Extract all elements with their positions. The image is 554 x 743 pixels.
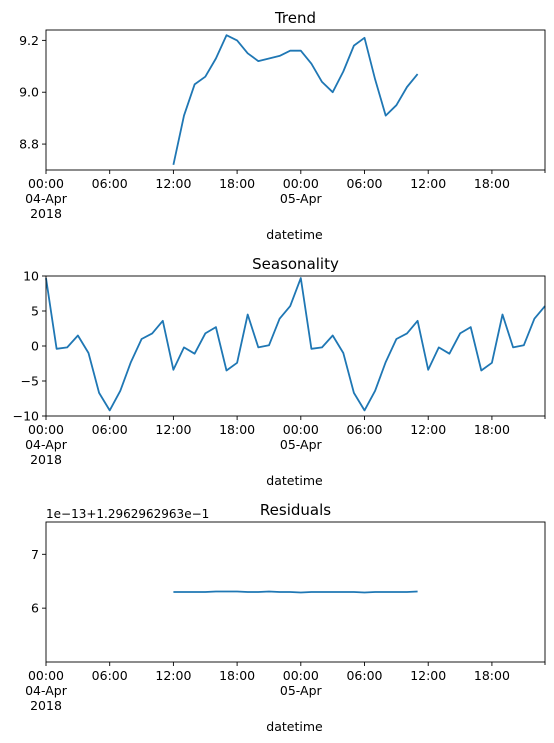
residuals-ytick-label: 7 xyxy=(31,547,39,562)
seasonality-xtick-label: 18:00 xyxy=(219,422,255,437)
seasonality-title: Seasonality xyxy=(252,255,339,273)
seasonality-series-line xyxy=(45,277,546,412)
seasonality-xtick-label: 05-Apr xyxy=(280,437,323,452)
trend-xtick-label: 04-Apr xyxy=(25,191,68,206)
residuals-xtick-label: 12:00 xyxy=(410,668,446,683)
seasonality-ytick-label: −10 xyxy=(13,409,39,424)
residuals-xtick-label: 2018 xyxy=(30,698,62,713)
trend-xtick-label: 00:00 xyxy=(283,176,319,191)
trend-xtick-label: 18:00 xyxy=(219,176,255,191)
trend-xtick-label: 00:00 xyxy=(28,176,64,191)
residuals-ytick-label: 6 xyxy=(31,601,39,616)
residuals-xtick-label: 00:00 xyxy=(283,668,319,683)
residuals-xtick-label: 12:00 xyxy=(155,668,191,683)
trend-axes-frame xyxy=(45,29,546,171)
residuals-xtick-label: 04-Apr xyxy=(25,683,68,698)
trend-xtick-label: 06:00 xyxy=(92,176,128,191)
residuals-xtick-label: 06:00 xyxy=(92,668,128,683)
residuals-xtick-label: 05-Apr xyxy=(280,683,323,698)
trend-xtick-label: 2018 xyxy=(30,206,62,221)
trend-xtick-label: 18:00 xyxy=(474,176,510,191)
residuals-xlabel: datetime xyxy=(266,719,323,734)
trend-ytick-label: 8.8 xyxy=(19,137,39,152)
residuals-series-line xyxy=(173,590,418,594)
seasonality-xtick-label: 12:00 xyxy=(410,422,446,437)
residuals-axes-frame xyxy=(45,521,546,663)
residuals-offset-label: 1e−13+1.2962962963e−1 xyxy=(46,507,209,521)
residuals-xtick-label: 18:00 xyxy=(474,668,510,683)
trend-xtick-label: 12:00 xyxy=(155,176,191,191)
trend-xtick-label: 05-Apr xyxy=(280,191,323,206)
residuals-panel: Residuals1e−13+1.2962962963e−16700:0004-… xyxy=(25,501,546,734)
seasonality-ytick-label: −5 xyxy=(21,374,39,389)
trend-series-line xyxy=(172,34,419,165)
seasonality-xtick-label: 00:00 xyxy=(283,422,319,437)
residuals-title: Residuals xyxy=(260,501,331,519)
trend-xlabel: datetime xyxy=(266,227,323,242)
trend-xtick-label: 06:00 xyxy=(346,176,382,191)
seasonality-ytick-label: 10 xyxy=(23,269,39,284)
trend-title: Trend xyxy=(274,9,316,27)
residuals-xtick-label: 00:00 xyxy=(28,668,64,683)
trend-ytick-label: 9.2 xyxy=(19,33,39,48)
seasonality-panel: Seasonality−10−5051000:0004-Apr201806:00… xyxy=(13,255,546,488)
seasonality-axes-frame xyxy=(45,275,546,417)
residuals-xtick-label: 06:00 xyxy=(346,668,382,683)
seasonality-xtick-label: 00:00 xyxy=(28,422,64,437)
trend-xtick-label: 12:00 xyxy=(410,176,446,191)
seasonality-xtick-label: 12:00 xyxy=(155,422,191,437)
seasonality-xtick-label: 06:00 xyxy=(92,422,128,437)
seasonality-xtick-label: 06:00 xyxy=(346,422,382,437)
seasonality-xtick-label: 2018 xyxy=(30,452,62,467)
seasonality-xlabel: datetime xyxy=(266,473,323,488)
seasonality-ytick-label: 0 xyxy=(31,339,39,354)
seasonality-ytick-label: 5 xyxy=(31,304,39,319)
seasonality-xtick-label: 04-Apr xyxy=(25,437,68,452)
seasonality-xtick-label: 18:00 xyxy=(474,422,510,437)
residuals-xtick-label: 18:00 xyxy=(219,668,255,683)
trend-ytick-label: 9.0 xyxy=(19,85,39,100)
